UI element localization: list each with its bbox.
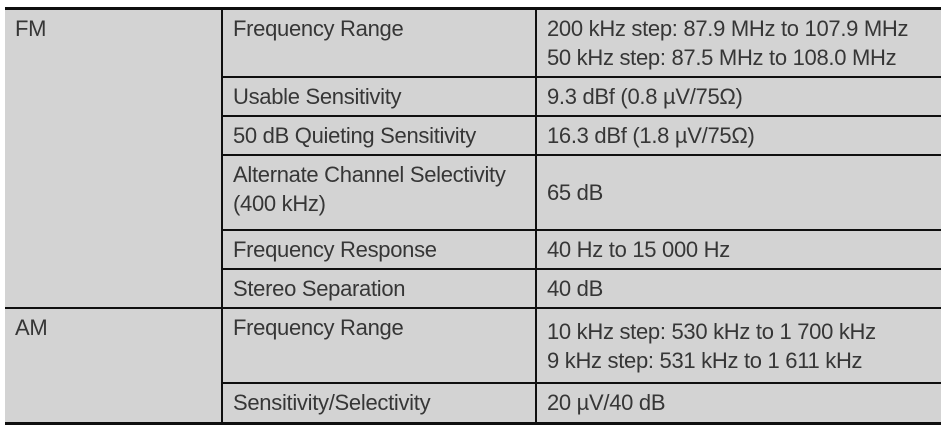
spec-row: FM Frequency Range 200 kHz step: 87.9 MHz …: [4, 7, 942, 309]
spec-value-line: 20 µV/40 dB: [547, 390, 666, 416]
spec-label-cell: 50 dB Quieting Sensitivity: [221, 115, 537, 156]
spec-row: Stereo Separation 40 dB: [5, 268, 942, 309]
band-cell-fm: FM: [4, 7, 223, 309]
spec-label-cell: Stereo Separation: [221, 268, 537, 309]
spec-value-line: 50 kHz step: 87.5 MHz to 108.0 MHz: [547, 45, 897, 70]
spec-value-cell: 40 dB: [535, 268, 942, 309]
spec-table-body: FM Frequency Range 200 kHz step: 87.9 MHz …: [4, 7, 942, 424]
spec-row: Sensitivity/Selectivity 20 µV/40 dB: [5, 382, 942, 424]
spec-row: AM Frequency Range 10 kHz step: 530 kHz to…: [4, 307, 942, 424]
spec-value-cell: 9.3 dBf (0.8 µV/75Ω): [535, 76, 942, 117]
spec-value-line: 65 dB: [547, 180, 603, 205]
spec-value-cell: 10 kHz step: 530 kHz to 1 700 kHz 9 kHz s…: [535, 307, 942, 384]
spec-row: Usable Sensitivity 9.3 dBf (0.8 µV/75Ω): [5, 76, 942, 117]
spec-row: Frequency Response 40 Hz to 15 000 Hz: [5, 229, 942, 270]
spec-value-cell: 200 kHz step: 87.9 MHz to 107.9 MHz 50 kH…: [535, 7, 942, 78]
spec-label-cell: Frequency Range: [221, 307, 537, 384]
spec-label-cell: Frequency Range: [221, 7, 537, 78]
spec-label-cell: Sensitivity/Selectivity: [221, 382, 537, 424]
band-cell-am: AM: [4, 307, 223, 424]
spec-value-line: 40 dB: [547, 276, 603, 301]
spec-value-cell: 65 dB: [535, 154, 942, 231]
spec-value-line: 9 kHz step: 531 kHz to 1 611 kHz: [547, 347, 863, 373]
spec-label-cell: Usable Sensitivity: [221, 76, 537, 117]
spec-value-line: 16.3 dBf (1.8 µV/75Ω): [547, 123, 755, 148]
spec-label-cell: Alternate Channel Selectivity (400 kHz): [221, 154, 537, 231]
spec-row: 50 dB Quieting Sensitivity 16.3 dBf (1.8 …: [5, 115, 942, 156]
spec-value-cell: 40 Hz to 15 000 Hz: [535, 229, 942, 270]
spec-value-cell: 20 µV/40 dB: [535, 382, 942, 424]
spec-value-line: 200 kHz step: 87.9 MHz to 107.9 MHz: [547, 16, 909, 41]
spec-value-line: 9.3 dBf (0.8 µV/75Ω): [547, 84, 743, 109]
tuner-specifications-table: FM Frequency Range 200 kHz step: 87.9 MHz …: [4, 7, 942, 425]
spec-value-line: 10 kHz step: 530 kHz to 1 700 kHz: [547, 318, 876, 344]
spec-value-cell: 16.3 dBf (1.8 µV/75Ω): [535, 115, 942, 156]
spec-row: Alternate Channel Selectivity (400 kHz) 6…: [5, 154, 942, 231]
spec-label-cell: Frequency Response: [221, 229, 537, 270]
spec-value-line: 40 Hz to 15 000 Hz: [547, 237, 730, 262]
